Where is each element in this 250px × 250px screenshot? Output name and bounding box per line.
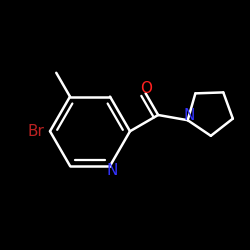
Text: Br: Br — [28, 124, 45, 139]
Text: N: N — [107, 163, 118, 178]
Text: N: N — [183, 108, 195, 123]
Text: O: O — [140, 81, 152, 96]
